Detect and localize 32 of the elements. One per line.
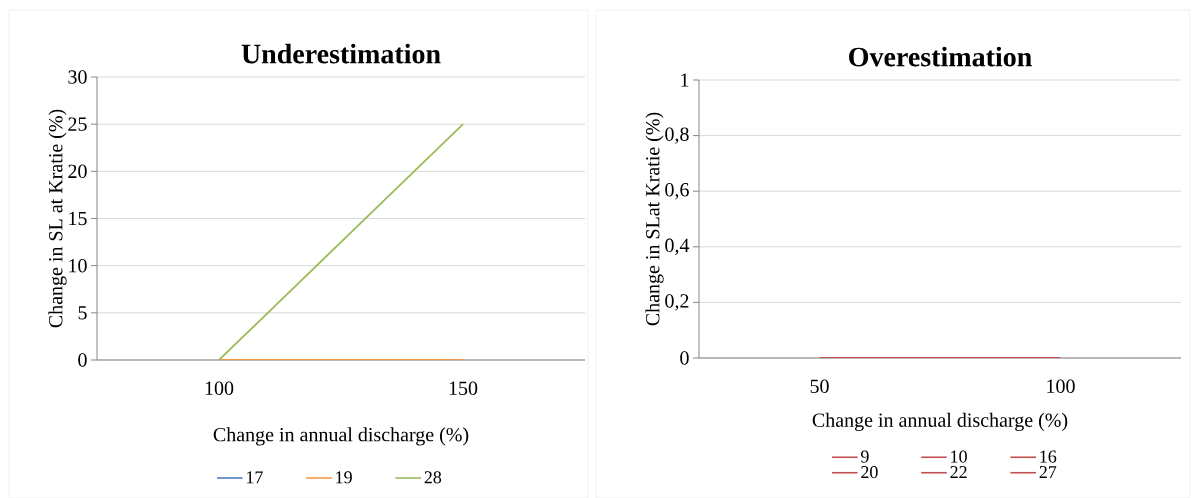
- legend-label: 19: [336, 471, 352, 484]
- x-tick-label: 50: [810, 379, 829, 394]
- y-tick-label: 0: [680, 351, 689, 365]
- legend-label: 10: [951, 450, 967, 463]
- y-tick-label: 5: [78, 306, 87, 320]
- x-axis-title: Change in annual discharge (%): [812, 412, 1068, 432]
- y-tick-label: 30: [68, 70, 87, 84]
- chart-title: Underestimation: [241, 43, 441, 64]
- y-tick-label: 20: [68, 164, 87, 179]
- legend-label: 27: [1039, 466, 1057, 478]
- y-tick-label: 0,4: [665, 238, 690, 255]
- chart-title: Overestimation: [849, 46, 1032, 67]
- legend-label: 9: [860, 450, 869, 463]
- y-tick-label: 0,2: [665, 294, 689, 311]
- y-tick-label: 25: [68, 117, 87, 131]
- x-tick-label: 100: [205, 381, 234, 396]
- y-tick-label: 15: [69, 211, 87, 226]
- legend-label: 28: [424, 471, 442, 484]
- y-axis-title: Change in SL at Kratie (%): [48, 109, 67, 328]
- x-tick-label: 100: [1047, 379, 1075, 394]
- y-tick-label: 10: [69, 258, 87, 273]
- y-tick-label: 1: [681, 73, 689, 87]
- legend-label: 20: [861, 465, 878, 479]
- y-tick-label: 0,8: [665, 127, 689, 144]
- legend-label: 16: [1040, 450, 1057, 463]
- x-axis-title: Change in annual discharge (%): [213, 427, 469, 446]
- legend-label: 17: [246, 471, 263, 484]
- x-tick-label: 150: [449, 381, 478, 396]
- y-axis-title: Change in SLat Kratie (%): [645, 112, 664, 326]
- y-tick-label: 0,6: [665, 183, 689, 200]
- legend-label: 22: [950, 466, 967, 478]
- y-tick-label: 0: [78, 353, 87, 367]
